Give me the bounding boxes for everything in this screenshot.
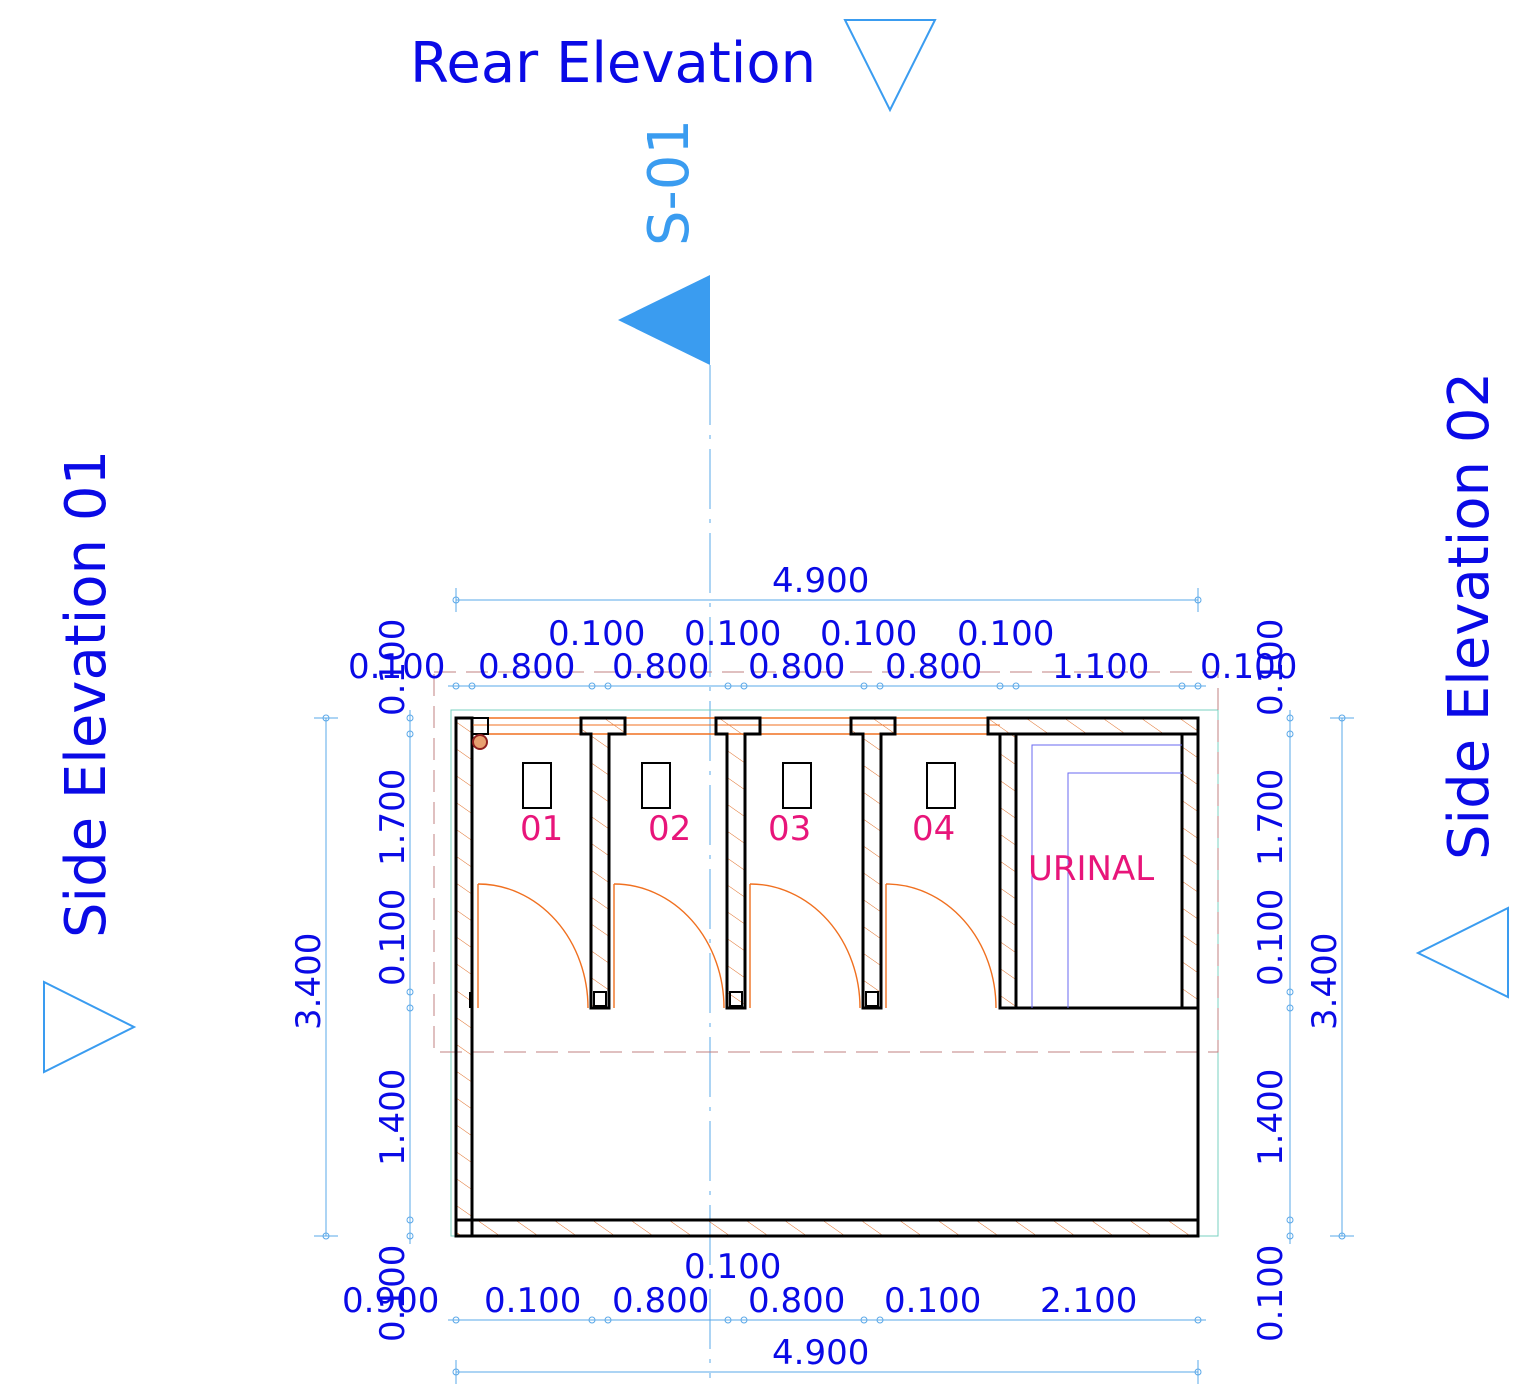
doors <box>477 883 997 1009</box>
left-dimension: 1.400 <box>373 1069 413 1166</box>
urinal-label: URINAL <box>1028 849 1154 889</box>
urinal-line <box>1031 744 1182 1008</box>
toilet-icon <box>782 762 812 809</box>
bottom-dimension: 0.100 <box>684 1247 781 1287</box>
walls <box>454 716 1200 1238</box>
boundary-outline <box>450 709 1219 1237</box>
bottom-dimension-chain <box>448 1319 1206 1384</box>
toilet-icon <box>926 762 956 809</box>
bottom-dimension: 0.800 <box>748 1281 845 1321</box>
stall-01-label: 01 <box>520 809 563 849</box>
toilet-icon <box>641 762 671 809</box>
door-stop <box>865 991 879 1007</box>
right-dimension: 0.100 <box>1251 889 1291 986</box>
door-stop <box>593 991 607 1007</box>
toilet-icon <box>522 762 552 809</box>
right-total-dimension: 3.400 <box>1305 933 1345 1030</box>
side-elevation-02-marker-icon[interactable] <box>1415 906 1509 999</box>
rear-elevation-label: Rear Elevation <box>410 31 816 96</box>
section-marker-icon[interactable] <box>618 275 710 365</box>
side-elevation-01-label: Side Elevation 01 <box>54 450 119 938</box>
stall-04-label: 04 <box>912 809 955 849</box>
top-dimension: 0.800 <box>612 647 709 687</box>
left-dimension-chain <box>314 710 411 1244</box>
top-dimension: 0.100 <box>1200 647 1297 687</box>
right-dimension: 0.100 <box>1251 1245 1291 1342</box>
left-dimension: 0.100 <box>373 889 413 986</box>
left-dimension: 1.700 <box>373 769 413 866</box>
side-elevation-01-marker-icon[interactable] <box>43 980 137 1074</box>
bottom-dimension: 0.800 <box>612 1281 709 1321</box>
survey-point-icon <box>472 734 488 750</box>
view-crop-outline <box>433 671 1219 1053</box>
top-dimension: 0.800 <box>885 647 982 687</box>
top-dimension-chain <box>448 588 1206 687</box>
top-dimension: 0.800 <box>478 647 575 687</box>
left-dimension: 0.100 <box>373 1245 413 1342</box>
right-dimension-chain <box>1289 710 1354 1244</box>
top-dimension: 0.100 <box>684 614 781 654</box>
section-tag-label: S-01 <box>637 119 702 246</box>
top-dimension: 1.100 <box>1052 647 1149 687</box>
top-dimension: 0.100 <box>820 614 917 654</box>
dimension-ticks <box>322 596 1346 1376</box>
bottom-total-dimension: 4.900 <box>772 1333 869 1373</box>
bottom-dimension: 0.100 <box>884 1281 981 1321</box>
bottom-dimension: 0.900 <box>342 1281 439 1321</box>
door-stop <box>729 991 743 1007</box>
right-dimension: 1.700 <box>1251 769 1291 866</box>
right-dimension: 0.100 <box>1251 619 1291 716</box>
right-dimension: 1.400 <box>1251 1069 1291 1166</box>
stall-02-label: 02 <box>648 809 691 849</box>
top-dimension: 0.800 <box>748 647 845 687</box>
top-dimension: 0.100 <box>957 614 1054 654</box>
left-total-dimension: 3.400 <box>289 933 329 1030</box>
rear-elevation-marker-icon[interactable] <box>843 19 937 113</box>
stall-03-label: 03 <box>768 809 811 849</box>
bottom-dimension: 2.100 <box>1040 1281 1137 1321</box>
left-dimension: 0.100 <box>373 619 413 716</box>
top-total-dimension: 4.900 <box>772 561 869 601</box>
top-dimension: 0.100 <box>348 647 445 687</box>
top-dimension: 0.100 <box>548 614 645 654</box>
side-elevation-02-label: Side Elevation 02 <box>1437 372 1502 860</box>
bottom-dimension: 0.100 <box>484 1281 581 1321</box>
urinal-line <box>1067 772 1182 1008</box>
